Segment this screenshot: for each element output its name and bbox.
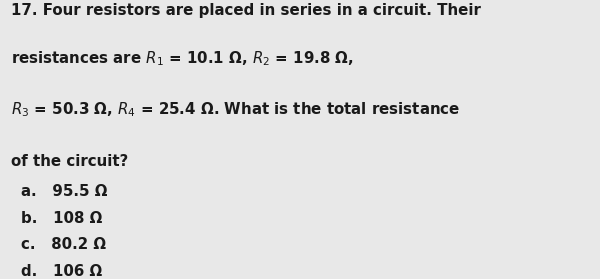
Text: $R_3$ = 50.3 Ω, $R_4$ = 25.4 Ω. What is the total resistance: $R_3$ = 50.3 Ω, $R_4$ = 25.4 Ω. What is …	[11, 100, 460, 119]
Text: of the circuit?: of the circuit?	[11, 154, 128, 169]
Text: b.   108 Ω: b. 108 Ω	[21, 211, 102, 226]
Text: 17. Four resistors are placed in series in a circuit. Their: 17. Four resistors are placed in series …	[11, 3, 481, 18]
Text: c.   80.2 Ω: c. 80.2 Ω	[21, 237, 106, 252]
Text: a.   95.5 Ω: a. 95.5 Ω	[21, 184, 107, 199]
Text: resistances are $R_1$ = 10.1 Ω, $R_2$ = 19.8 Ω,: resistances are $R_1$ = 10.1 Ω, $R_2$ = …	[11, 50, 353, 68]
Text: d.   106 Ω: d. 106 Ω	[21, 264, 102, 279]
